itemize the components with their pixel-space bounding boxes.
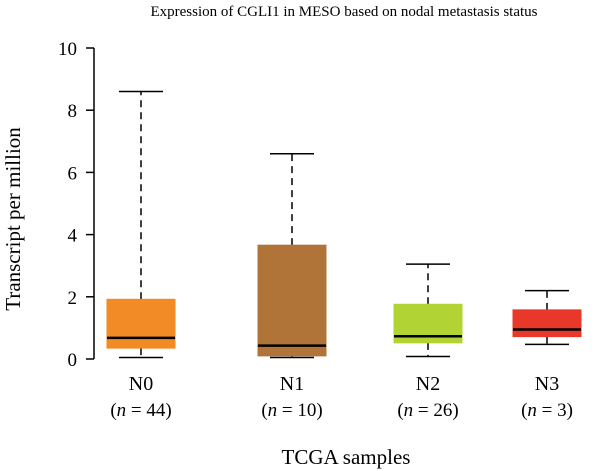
sample-size-label-n2: (n = 26) (397, 400, 458, 421)
sample-size-open-n3: ( (521, 400, 527, 421)
y-tick-label-6: 6 (68, 163, 78, 184)
box-series (106, 90, 582, 359)
y-tick-label-8: 8 (68, 101, 78, 122)
sample-size-var-n2: n (404, 400, 414, 421)
category-label-n3: N3 (535, 373, 559, 395)
box-group-n1 (257, 152, 327, 359)
y-tick-label-10: 10 (58, 39, 77, 60)
y-tick-label-0: 0 (68, 350, 78, 371)
y-axis-label: Transcript per million (1, 127, 25, 311)
sample-size-value-n3: = 3) (537, 400, 573, 421)
box-n0 (106, 298, 176, 349)
y-tick-label-4: 4 (68, 226, 78, 247)
y-axis-ticks: 0 2 4 6 8 10 (58, 39, 94, 371)
box-group-n2 (393, 263, 463, 358)
category-label-n2: N2 (416, 373, 440, 395)
sample-size-var-n1: n (268, 400, 278, 421)
box-n3 (512, 309, 582, 338)
y-tick-label-2: 2 (68, 288, 78, 309)
sample-size-open-n0: ( (110, 400, 116, 421)
sample-size-label-n3: (n = 3) (521, 400, 573, 421)
chart-title: Expression of CGLI1 in MESO based on nod… (150, 4, 537, 20)
box-group-n0 (106, 90, 176, 359)
box-n1 (257, 244, 327, 357)
category-label-n0: N0 (129, 373, 153, 395)
sample-size-label-n1: (n = 10) (261, 400, 322, 421)
sample-size-open-n1: ( (261, 400, 267, 421)
sample-size-var-n0: n (117, 400, 127, 421)
category-label-n1: N1 (280, 373, 304, 395)
x-axis-label: TCGA samples (282, 445, 411, 469)
sample-size-value-n2: = 26) (413, 400, 459, 421)
sample-size-value-n1: = 10) (277, 400, 323, 421)
sample-size-var-n3: n (527, 400, 537, 421)
box-group-n3 (512, 289, 582, 346)
sample-size-label-n0: (n = 44) (110, 400, 171, 421)
x-axis-category-labels: N0(n = 44)N1(n = 10)N2(n = 26)N3(n = 3) (110, 373, 573, 421)
sample-size-open-n2: ( (397, 400, 403, 421)
sample-size-value-n0: = 44) (126, 400, 172, 421)
